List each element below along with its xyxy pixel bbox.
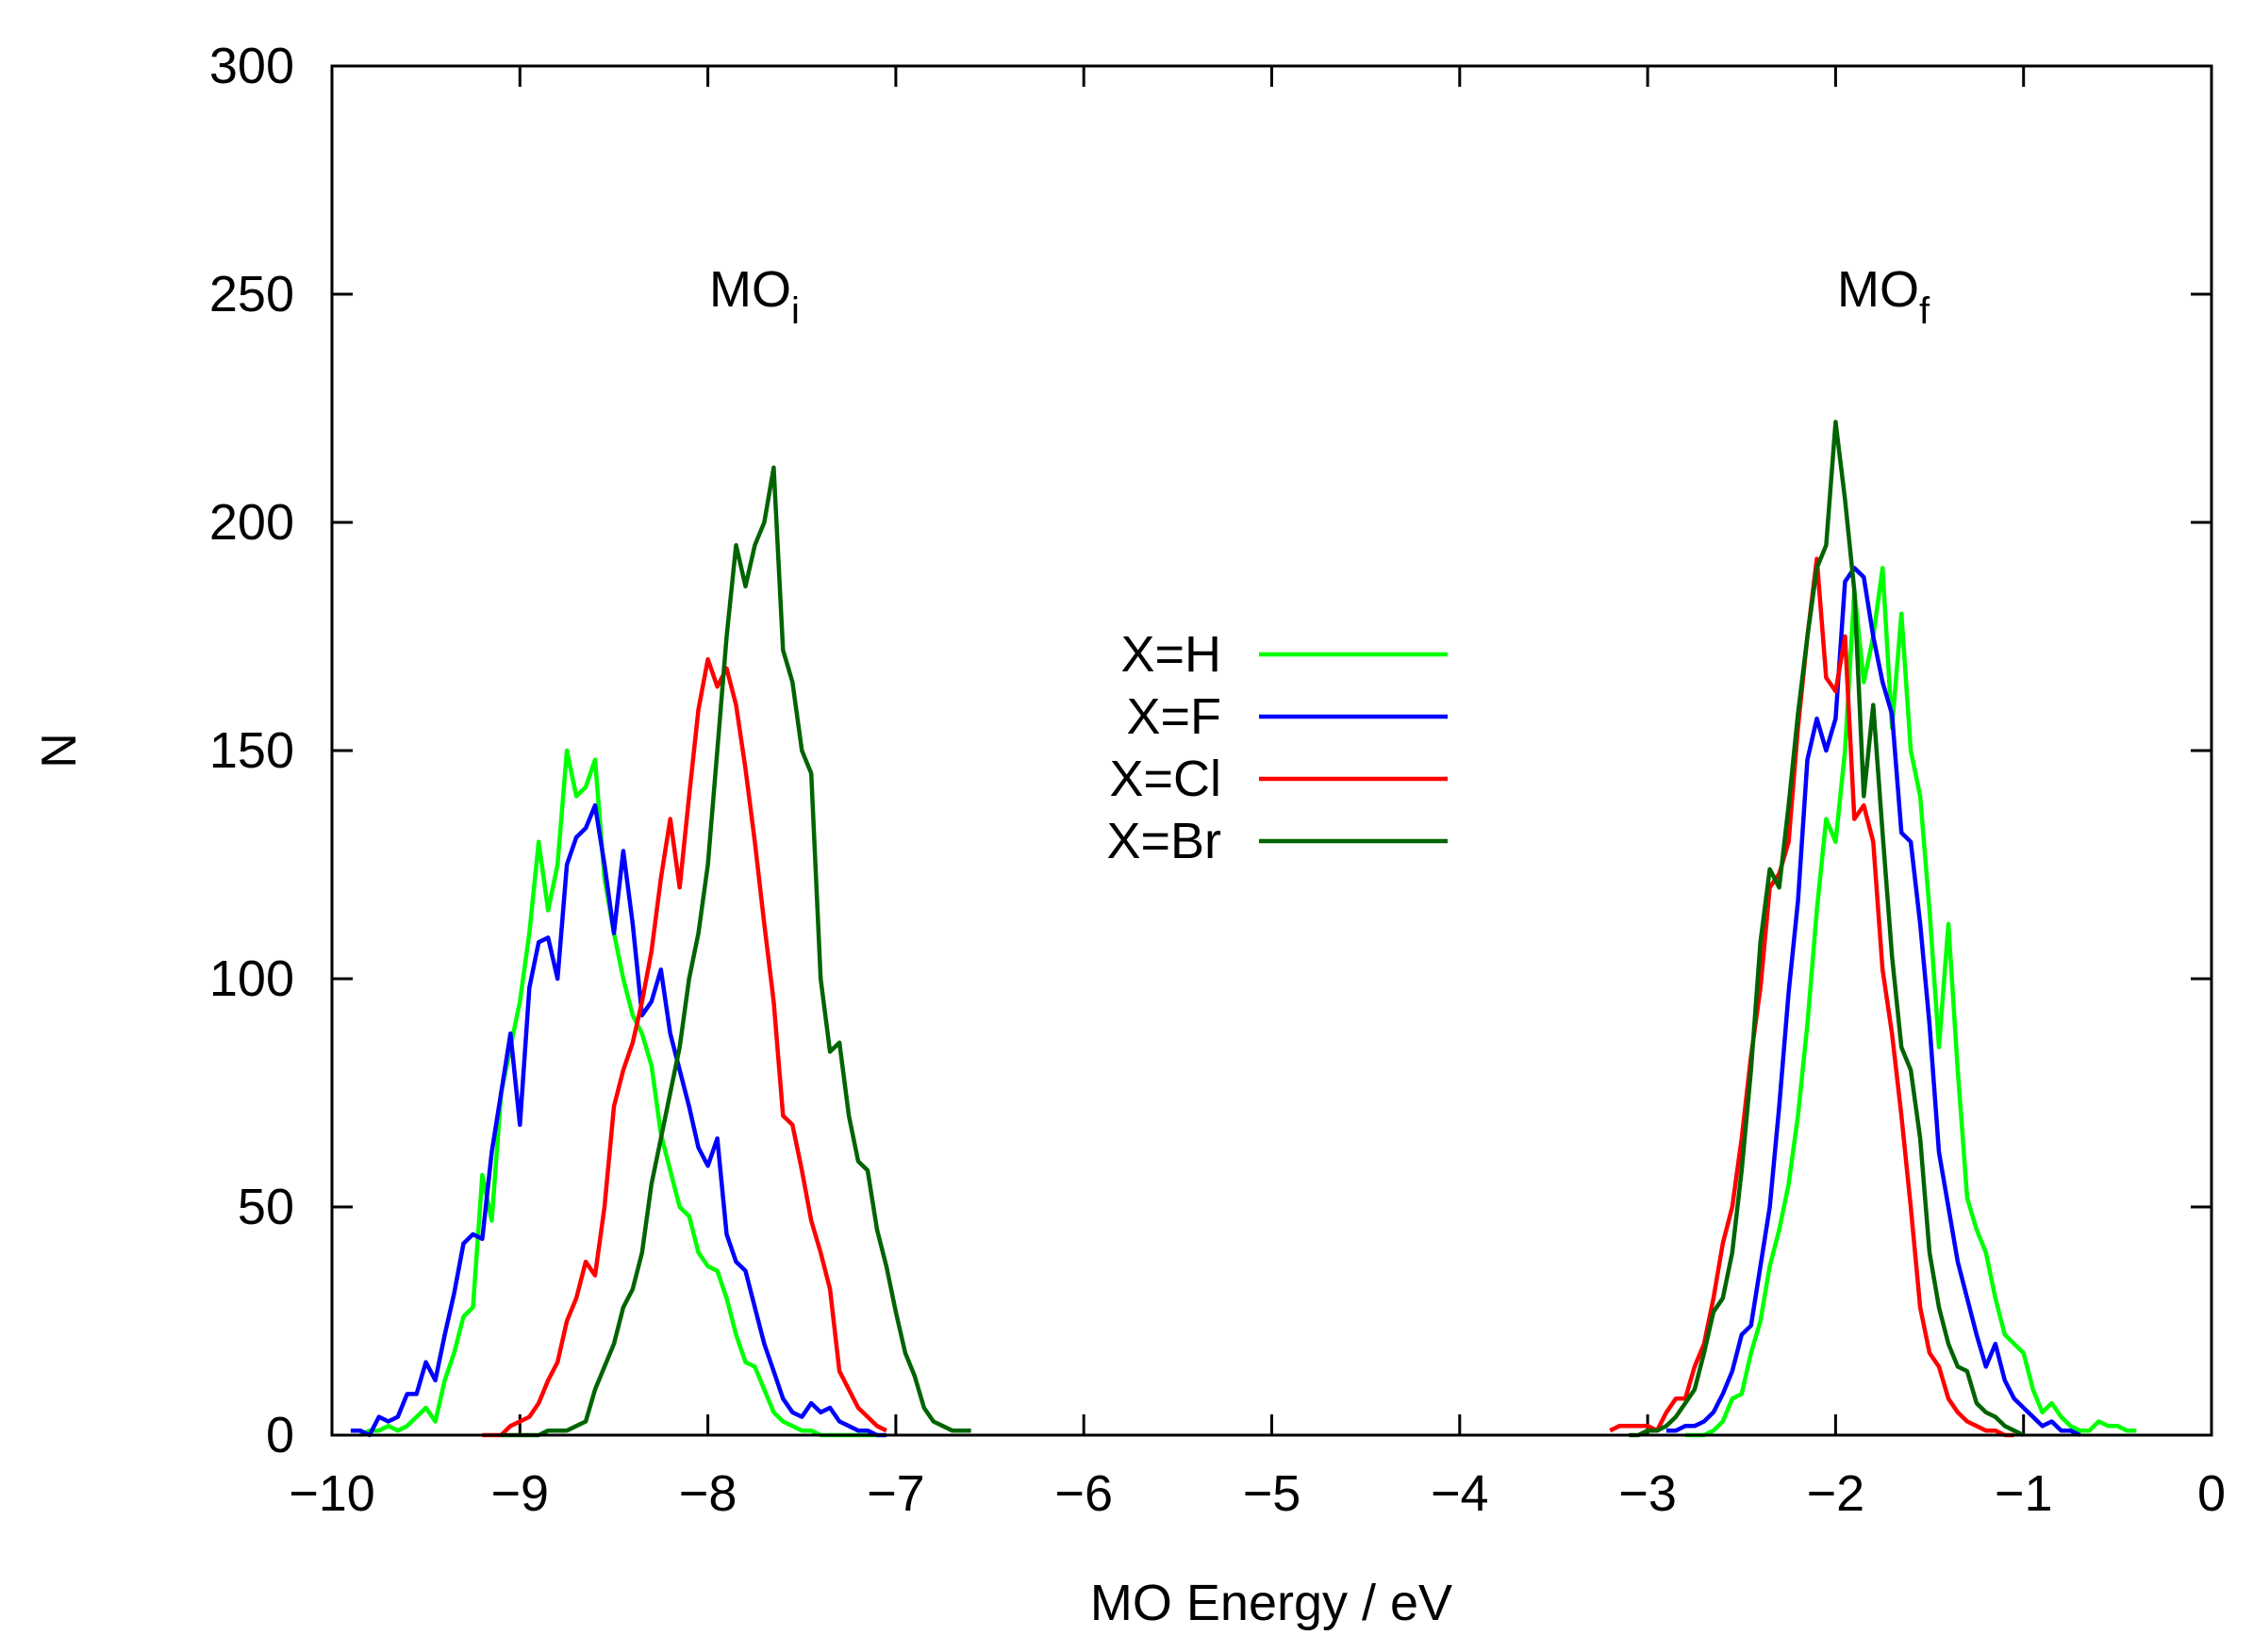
x-tick-label: −7 bbox=[867, 1465, 925, 1522]
series-layer bbox=[350, 420, 2137, 1438]
x-tick-label: −4 bbox=[1431, 1465, 1489, 1522]
series-line-x-f-initial bbox=[350, 802, 886, 1438]
y-tick-label: 250 bbox=[209, 266, 294, 322]
y-axis-label: N bbox=[32, 733, 87, 768]
annotation-mo-final: MOf bbox=[1837, 261, 1930, 332]
annotation-mo-final-text: MO bbox=[1837, 261, 1919, 318]
y-tick-label: 50 bbox=[238, 1179, 294, 1235]
x-tick-label: −3 bbox=[1618, 1465, 1677, 1522]
annotation-mo-initial-sub: i bbox=[791, 290, 800, 332]
annotation-mo-initial-text: MO bbox=[709, 261, 791, 318]
legend: X=HX=F X=Cl X=Br bbox=[1106, 626, 1448, 869]
x-tick-label: −8 bbox=[679, 1465, 737, 1522]
series-line-x-h-initial bbox=[358, 748, 877, 1438]
legend-label-x-f: X=F bbox=[1126, 688, 1221, 745]
y-tick-label: 150 bbox=[209, 722, 294, 779]
x-axis-label: MO Energy / eV bbox=[1090, 1575, 1452, 1631]
x-tick-label: −1 bbox=[1995, 1465, 2053, 1522]
y-tick-label: 0 bbox=[266, 1407, 294, 1463]
legend-label-x-br: X=Br bbox=[1106, 813, 1221, 869]
x-tick-label: −5 bbox=[1243, 1465, 1301, 1522]
series-line-x-f-final bbox=[1666, 566, 2081, 1438]
series-line-x-br-initial bbox=[501, 465, 971, 1438]
x-tick-label: −9 bbox=[491, 1465, 550, 1522]
plot-frame bbox=[330, 64, 2213, 1437]
x-tick-label: −10 bbox=[289, 1465, 375, 1522]
legend-label-x-cl: X=Cl bbox=[1109, 751, 1221, 807]
y-tick-label: 200 bbox=[209, 494, 294, 551]
series-line-x-br-final bbox=[1629, 420, 2025, 1438]
series-line-x-h-final bbox=[1685, 566, 2137, 1438]
series-line-x-cl-initial bbox=[482, 656, 887, 1438]
annotation-mo-final-sub: f bbox=[1919, 290, 1930, 332]
x-tick-label: −2 bbox=[1807, 1465, 1865, 1522]
annotation-mo-initial: MOi bbox=[709, 261, 800, 332]
y-tick-label: 300 bbox=[209, 38, 294, 94]
x-tick-label: 0 bbox=[2197, 1465, 2226, 1522]
y-tick-label: 100 bbox=[209, 950, 294, 1007]
x-tick-label: −6 bbox=[1054, 1465, 1113, 1522]
legend-label-x-h: X=H bbox=[1120, 626, 1221, 683]
